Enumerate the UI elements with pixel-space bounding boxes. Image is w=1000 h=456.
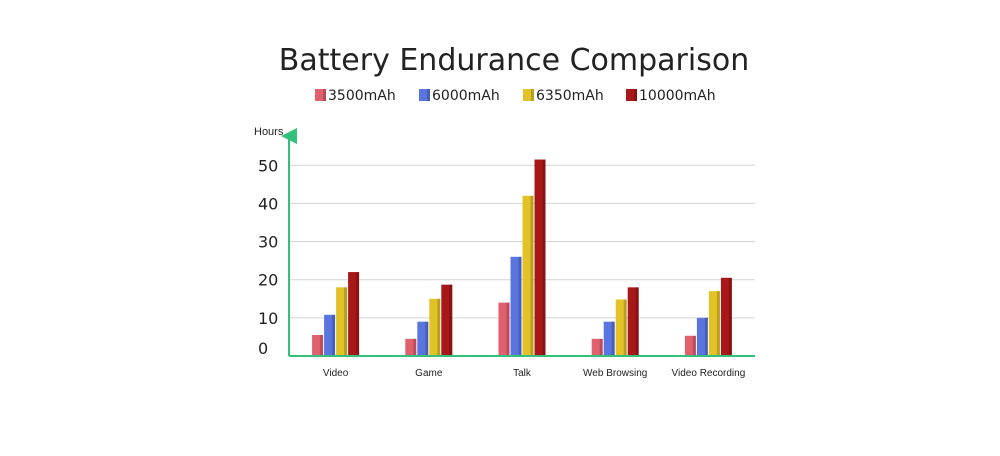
legend-swatch-shade	[634, 89, 637, 101]
legend-swatch	[626, 89, 637, 101]
x-category-label: Web Browsing	[583, 368, 647, 379]
bar	[405, 338, 417, 356]
y-tick-label: 40	[258, 194, 278, 213]
bar	[336, 287, 348, 356]
bars	[312, 159, 732, 356]
legend-label: 10000mAh	[639, 88, 716, 104]
bar	[684, 335, 696, 356]
bar-shade	[623, 299, 627, 356]
legend-swatch	[523, 89, 534, 101]
legend-swatch-shade	[323, 89, 326, 101]
bar	[312, 335, 324, 356]
legend-label: 3500mAh	[328, 88, 396, 104]
bar	[603, 321, 615, 356]
bar-shade	[413, 338, 417, 356]
bar	[441, 284, 453, 356]
chart-title: Battery Endurance Comparison	[279, 43, 749, 78]
bar	[417, 321, 429, 356]
bar-shade	[692, 335, 696, 356]
x-category-label: Video Recording	[672, 368, 746, 379]
bar-shade	[449, 284, 453, 356]
bar	[429, 298, 441, 356]
bar	[720, 277, 732, 356]
bar-shade	[704, 317, 708, 356]
bar-shade	[356, 272, 360, 356]
bar	[510, 256, 522, 356]
bar-shade	[530, 195, 534, 356]
bar-shade	[599, 338, 603, 356]
bar-shade	[611, 321, 615, 356]
bar	[348, 272, 360, 356]
legend-swatch	[419, 89, 430, 101]
legend-swatch	[315, 89, 326, 101]
x-category-label: Talk	[513, 368, 532, 379]
y-axis-ticks: 0 10 20 30 40 50	[258, 156, 278, 358]
y-tick-label: 30	[258, 233, 278, 252]
bar	[522, 195, 534, 356]
bar	[627, 287, 639, 356]
legend-swatch-shade	[427, 89, 430, 101]
bar-shade	[437, 298, 441, 356]
y-tick-label: 10	[258, 309, 278, 328]
bar	[708, 291, 720, 356]
y-axis-label: Hours	[254, 126, 284, 138]
bar	[615, 299, 627, 356]
bar-shade	[635, 287, 639, 356]
bar-shade	[542, 159, 546, 356]
bar	[498, 302, 510, 356]
legend-label: 6000mAh	[432, 88, 500, 104]
bar-shade	[518, 256, 522, 356]
x-category-label: Video	[323, 368, 349, 379]
legend-label: 6350mAh	[536, 88, 604, 104]
gridlines	[289, 164, 755, 319]
bar-shade	[344, 287, 348, 356]
x-category-label: Game	[415, 368, 443, 379]
bar-shade	[425, 321, 429, 356]
bar	[591, 338, 603, 356]
bar-shade	[728, 277, 732, 356]
legend: 3500mAh 6000mAh 6350mAh 10000mAh	[315, 88, 716, 104]
y-tick-label: 0	[258, 339, 268, 358]
bar-shade	[320, 335, 324, 356]
bar	[534, 159, 546, 356]
bar-shade	[506, 302, 510, 356]
legend-swatch-shade	[531, 89, 534, 101]
y-tick-label: 50	[258, 156, 278, 175]
bar-shade	[332, 314, 336, 356]
x-axis-categories: Video Game Talk Web Browsing Video Recording	[323, 368, 745, 379]
y-tick-label: 20	[258, 271, 278, 290]
bar-shade	[716, 291, 720, 356]
bar	[324, 314, 336, 356]
bar	[696, 317, 708, 356]
